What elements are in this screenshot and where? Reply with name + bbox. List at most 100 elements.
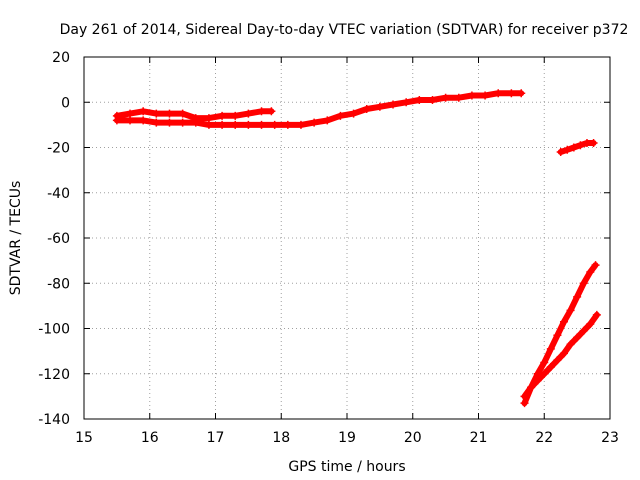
data-point <box>573 292 582 301</box>
x-tick-label: 19 <box>338 430 356 446</box>
data-point <box>191 118 200 127</box>
y-tick-label: 0 <box>61 95 70 111</box>
y-tick-label: -60 <box>47 231 70 247</box>
data-point <box>165 109 174 118</box>
data-point <box>244 109 253 118</box>
data-point <box>389 100 398 109</box>
data-point <box>204 114 213 123</box>
y-tick-label: -140 <box>38 412 70 428</box>
series-segment-1-lower <box>112 89 526 129</box>
data-point <box>527 383 536 392</box>
data-point <box>375 102 384 111</box>
data-point <box>139 116 148 125</box>
data-point <box>520 399 529 408</box>
x-tick-label: 20 <box>404 430 422 446</box>
data-point <box>579 326 588 335</box>
x-axis: 15 16 17 18 19 20 21 22 23 <box>75 57 619 446</box>
series-segment-2 <box>556 138 598 157</box>
data-point <box>218 111 227 120</box>
data-point <box>591 261 600 270</box>
data-point <box>267 107 276 116</box>
y-tick-label: 20 <box>52 50 70 66</box>
data-point <box>553 356 562 365</box>
data-point <box>231 120 240 129</box>
data-point <box>362 105 371 114</box>
data-point <box>520 392 529 401</box>
data-point <box>428 95 437 104</box>
data-point <box>204 120 213 129</box>
data-point <box>270 120 279 129</box>
series-trace <box>521 262 599 407</box>
data-point <box>566 340 575 349</box>
data-point <box>556 148 565 157</box>
data-point <box>579 279 588 288</box>
y-tick-label: -20 <box>47 141 70 157</box>
series-segment-1-upper <box>112 107 276 123</box>
series-segment-3-shallow <box>520 310 601 401</box>
data-point <box>494 89 503 98</box>
y-tick-label: -40 <box>47 186 70 202</box>
data-point <box>257 107 266 116</box>
y-tick-label: -80 <box>47 276 70 292</box>
series-trace <box>521 311 600 400</box>
data-point <box>592 310 601 319</box>
data-point <box>231 111 240 120</box>
data-point <box>540 369 549 378</box>
data-point <box>589 138 598 147</box>
data-point <box>559 349 568 358</box>
data-point <box>546 362 555 371</box>
data-point <box>152 109 161 118</box>
data-point <box>218 120 227 129</box>
data-point <box>112 116 121 125</box>
y-axis-label: SDTVAR / TECUs <box>8 181 24 296</box>
series-segment-3-steep <box>520 261 600 408</box>
data-point <box>283 120 292 129</box>
plot-frame <box>83 56 611 420</box>
data-point <box>507 89 516 98</box>
data-point <box>559 317 568 326</box>
data-point <box>586 267 595 276</box>
data-point <box>454 93 463 102</box>
data-point <box>310 118 319 127</box>
data-point <box>441 93 450 102</box>
data-point <box>563 145 572 154</box>
data-point <box>576 141 585 150</box>
data-point <box>178 109 187 118</box>
chart-title: Day 261 of 2014, Sidereal Day-to-day VTE… <box>60 22 629 38</box>
data-point <box>467 91 476 100</box>
y-axis: -140 -120 -100 -80 -60 -40 -20 0 20 <box>38 50 610 428</box>
data-points <box>112 89 601 408</box>
data-point <box>566 306 575 315</box>
y-tick-label: -100 <box>38 322 70 338</box>
data-point <box>481 91 490 100</box>
x-tick-label: 22 <box>535 430 553 446</box>
y-tick-label: -120 <box>38 367 70 383</box>
data-point <box>126 109 135 118</box>
data-point <box>569 143 578 152</box>
x-tick-label: 16 <box>141 430 159 446</box>
data-point <box>126 116 135 125</box>
data-point <box>415 95 424 104</box>
data-point <box>244 120 253 129</box>
data-point <box>573 333 582 342</box>
data-point <box>349 109 358 118</box>
x-tick-label: 21 <box>470 430 488 446</box>
x-tick-label: 17 <box>207 430 225 446</box>
data-point <box>336 111 345 120</box>
x-tick-label: 15 <box>75 430 93 446</box>
data-point <box>546 344 555 353</box>
data-point <box>165 118 174 127</box>
data-point <box>178 118 187 127</box>
data-point <box>533 376 542 385</box>
data-point <box>257 120 266 129</box>
data-point <box>402 98 411 107</box>
x-tick-label: 23 <box>601 430 619 446</box>
data-point <box>152 118 161 127</box>
data-point <box>540 358 549 367</box>
data-point <box>517 89 526 98</box>
data-point <box>139 107 148 116</box>
data-point <box>323 116 332 125</box>
x-axis-label: GPS time / hours <box>288 459 405 475</box>
x-tick-label: 18 <box>272 430 290 446</box>
